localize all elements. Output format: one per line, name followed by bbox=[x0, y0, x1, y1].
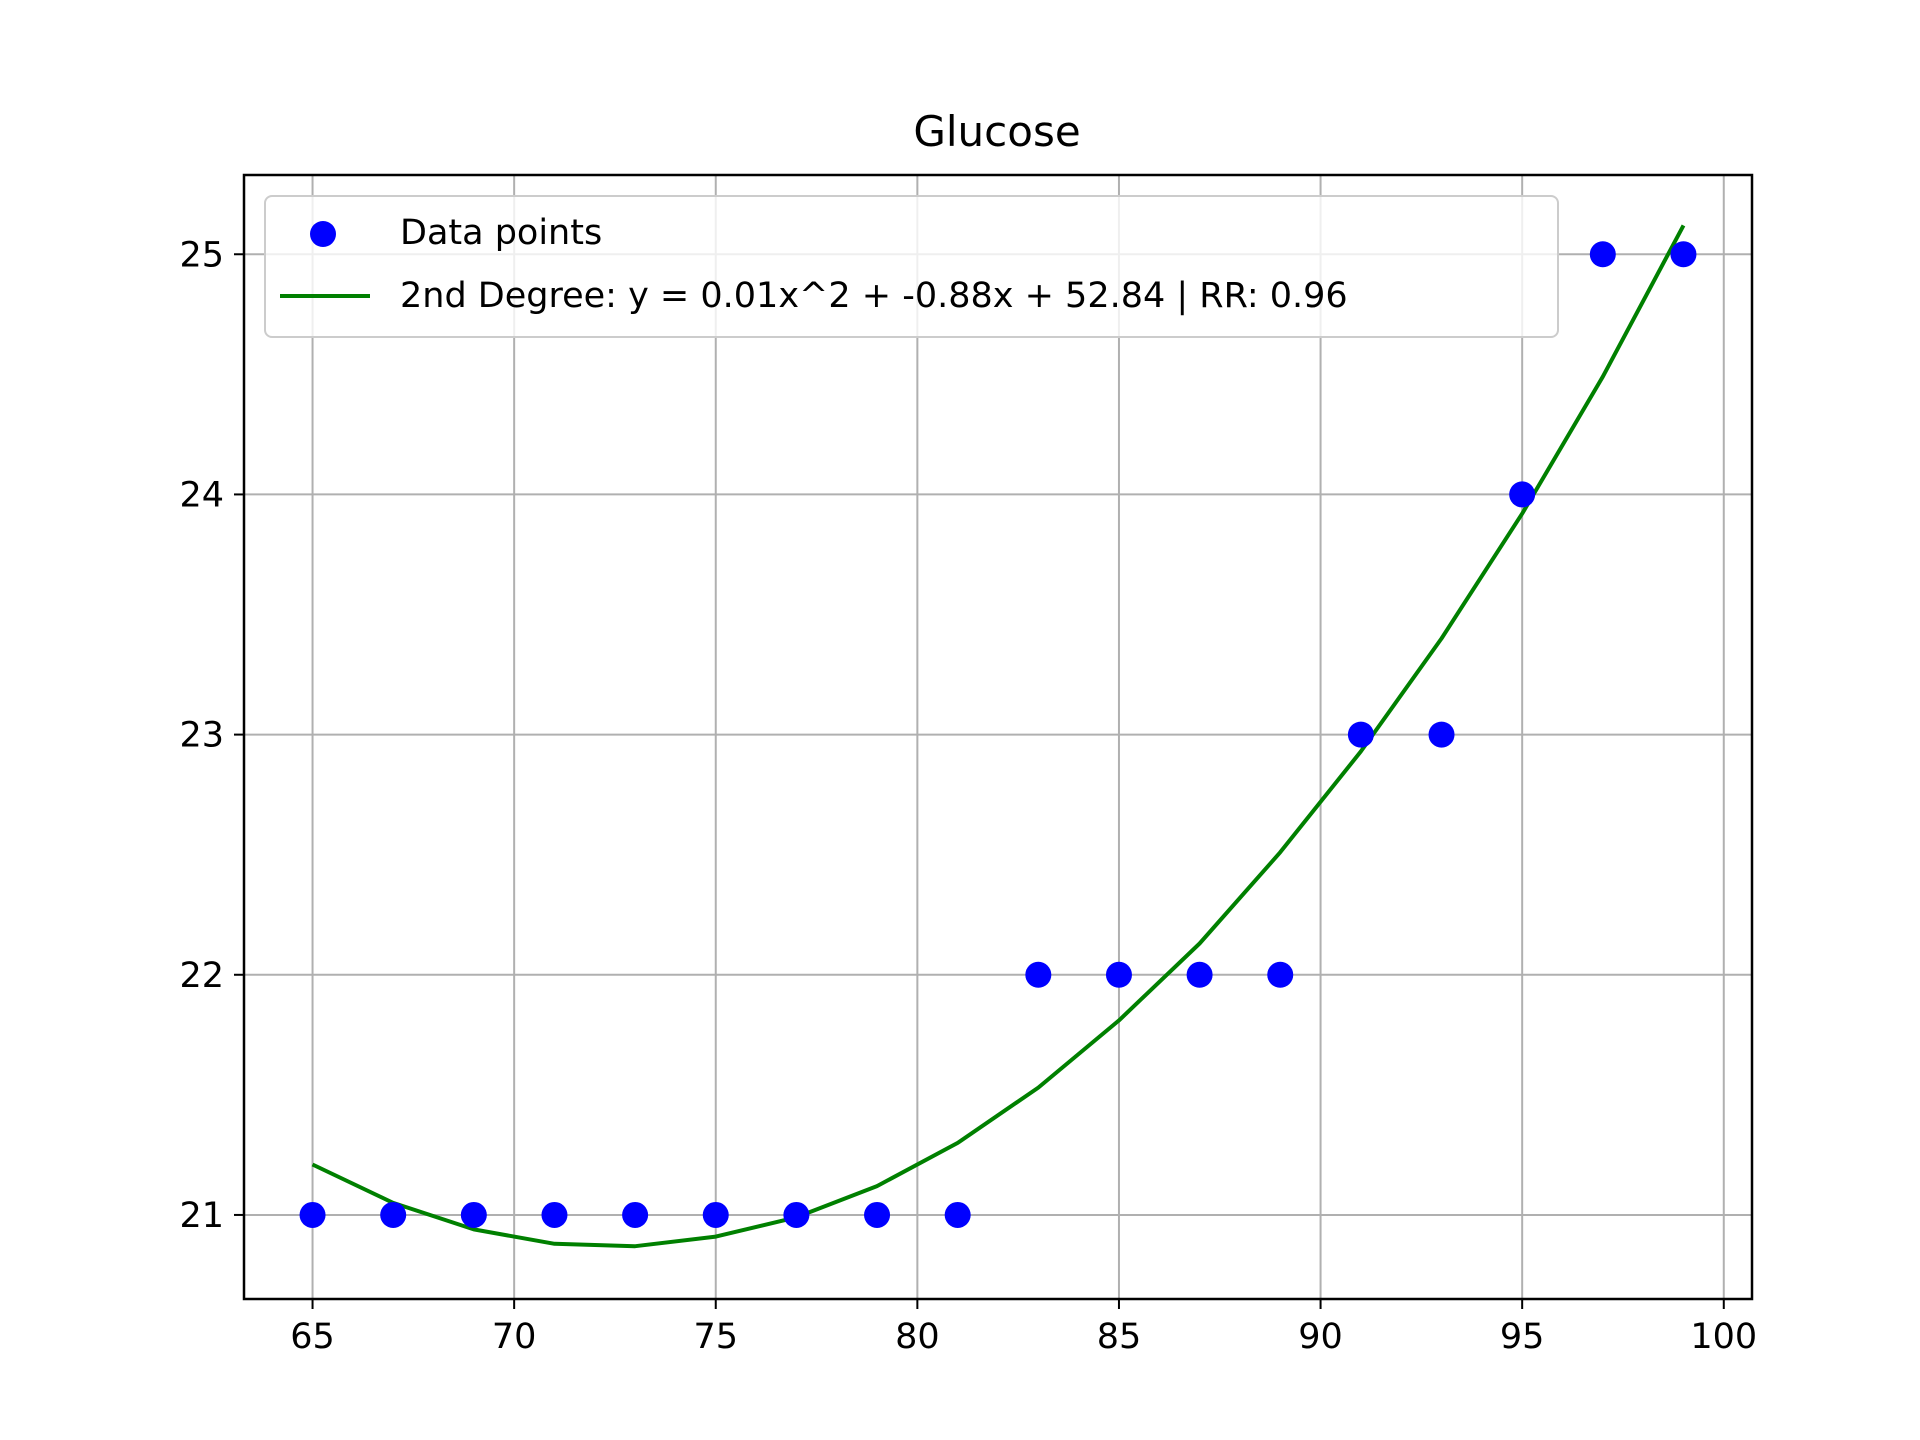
legend-box bbox=[264, 195, 1559, 338]
data-point bbox=[380, 1201, 407, 1228]
x-tick-label: 100 bbox=[1690, 1317, 1757, 1357]
data-point bbox=[944, 1201, 971, 1228]
data-point bbox=[702, 1201, 729, 1228]
x-tick-label: 65 bbox=[290, 1317, 335, 1357]
fit-curve-line bbox=[311, 224, 1686, 1249]
data-point bbox=[460, 1201, 487, 1228]
data-point bbox=[1347, 721, 1374, 748]
data-point bbox=[1186, 961, 1213, 988]
legend-marker-data-points bbox=[310, 221, 336, 247]
y-tick-label: 22 bbox=[179, 956, 224, 996]
data-point bbox=[1267, 961, 1294, 988]
y-tick-label: 24 bbox=[179, 475, 224, 515]
data-point bbox=[1428, 721, 1455, 748]
grid bbox=[244, 175, 1752, 1299]
chart-title: Glucose bbox=[913, 107, 1080, 156]
y-tick-label: 21 bbox=[179, 1196, 224, 1236]
data-point bbox=[541, 1201, 568, 1228]
axis-ticks: 65 70 75 80 85 90 95 100 21 22 23 24 25 bbox=[179, 235, 1757, 1357]
plot-frame bbox=[242, 173, 1754, 1301]
x-tick-label: 90 bbox=[1298, 1317, 1343, 1357]
legend-label-fit: 2nd Degree: y = 0.01x^2 + -0.88x + 52.84… bbox=[400, 276, 1348, 316]
data-point bbox=[783, 1201, 810, 1228]
legend: Data points 2nd Degree: y = 0.01x^2 + -0… bbox=[264, 195, 1559, 338]
x-tick-label: 95 bbox=[1500, 1317, 1545, 1357]
legend-label-data-points: Data points bbox=[400, 213, 602, 253]
data-point bbox=[1025, 961, 1052, 988]
fit-curve-layer bbox=[311, 224, 1686, 1249]
x-tick-label: 80 bbox=[895, 1317, 940, 1357]
data-points-layer bbox=[299, 241, 1697, 1228]
data-point bbox=[622, 1201, 649, 1228]
data-point bbox=[1670, 241, 1697, 268]
data-point bbox=[1509, 481, 1536, 508]
data-point bbox=[299, 1201, 326, 1228]
y-tick-label: 23 bbox=[179, 716, 224, 756]
x-tick-label: 75 bbox=[693, 1317, 738, 1357]
y-tick-label: 25 bbox=[179, 235, 224, 275]
data-point bbox=[1105, 961, 1132, 988]
x-tick-label: 85 bbox=[1097, 1317, 1142, 1357]
x-tick-label: 70 bbox=[492, 1317, 537, 1357]
data-point bbox=[864, 1201, 891, 1228]
data-point bbox=[1589, 241, 1616, 268]
